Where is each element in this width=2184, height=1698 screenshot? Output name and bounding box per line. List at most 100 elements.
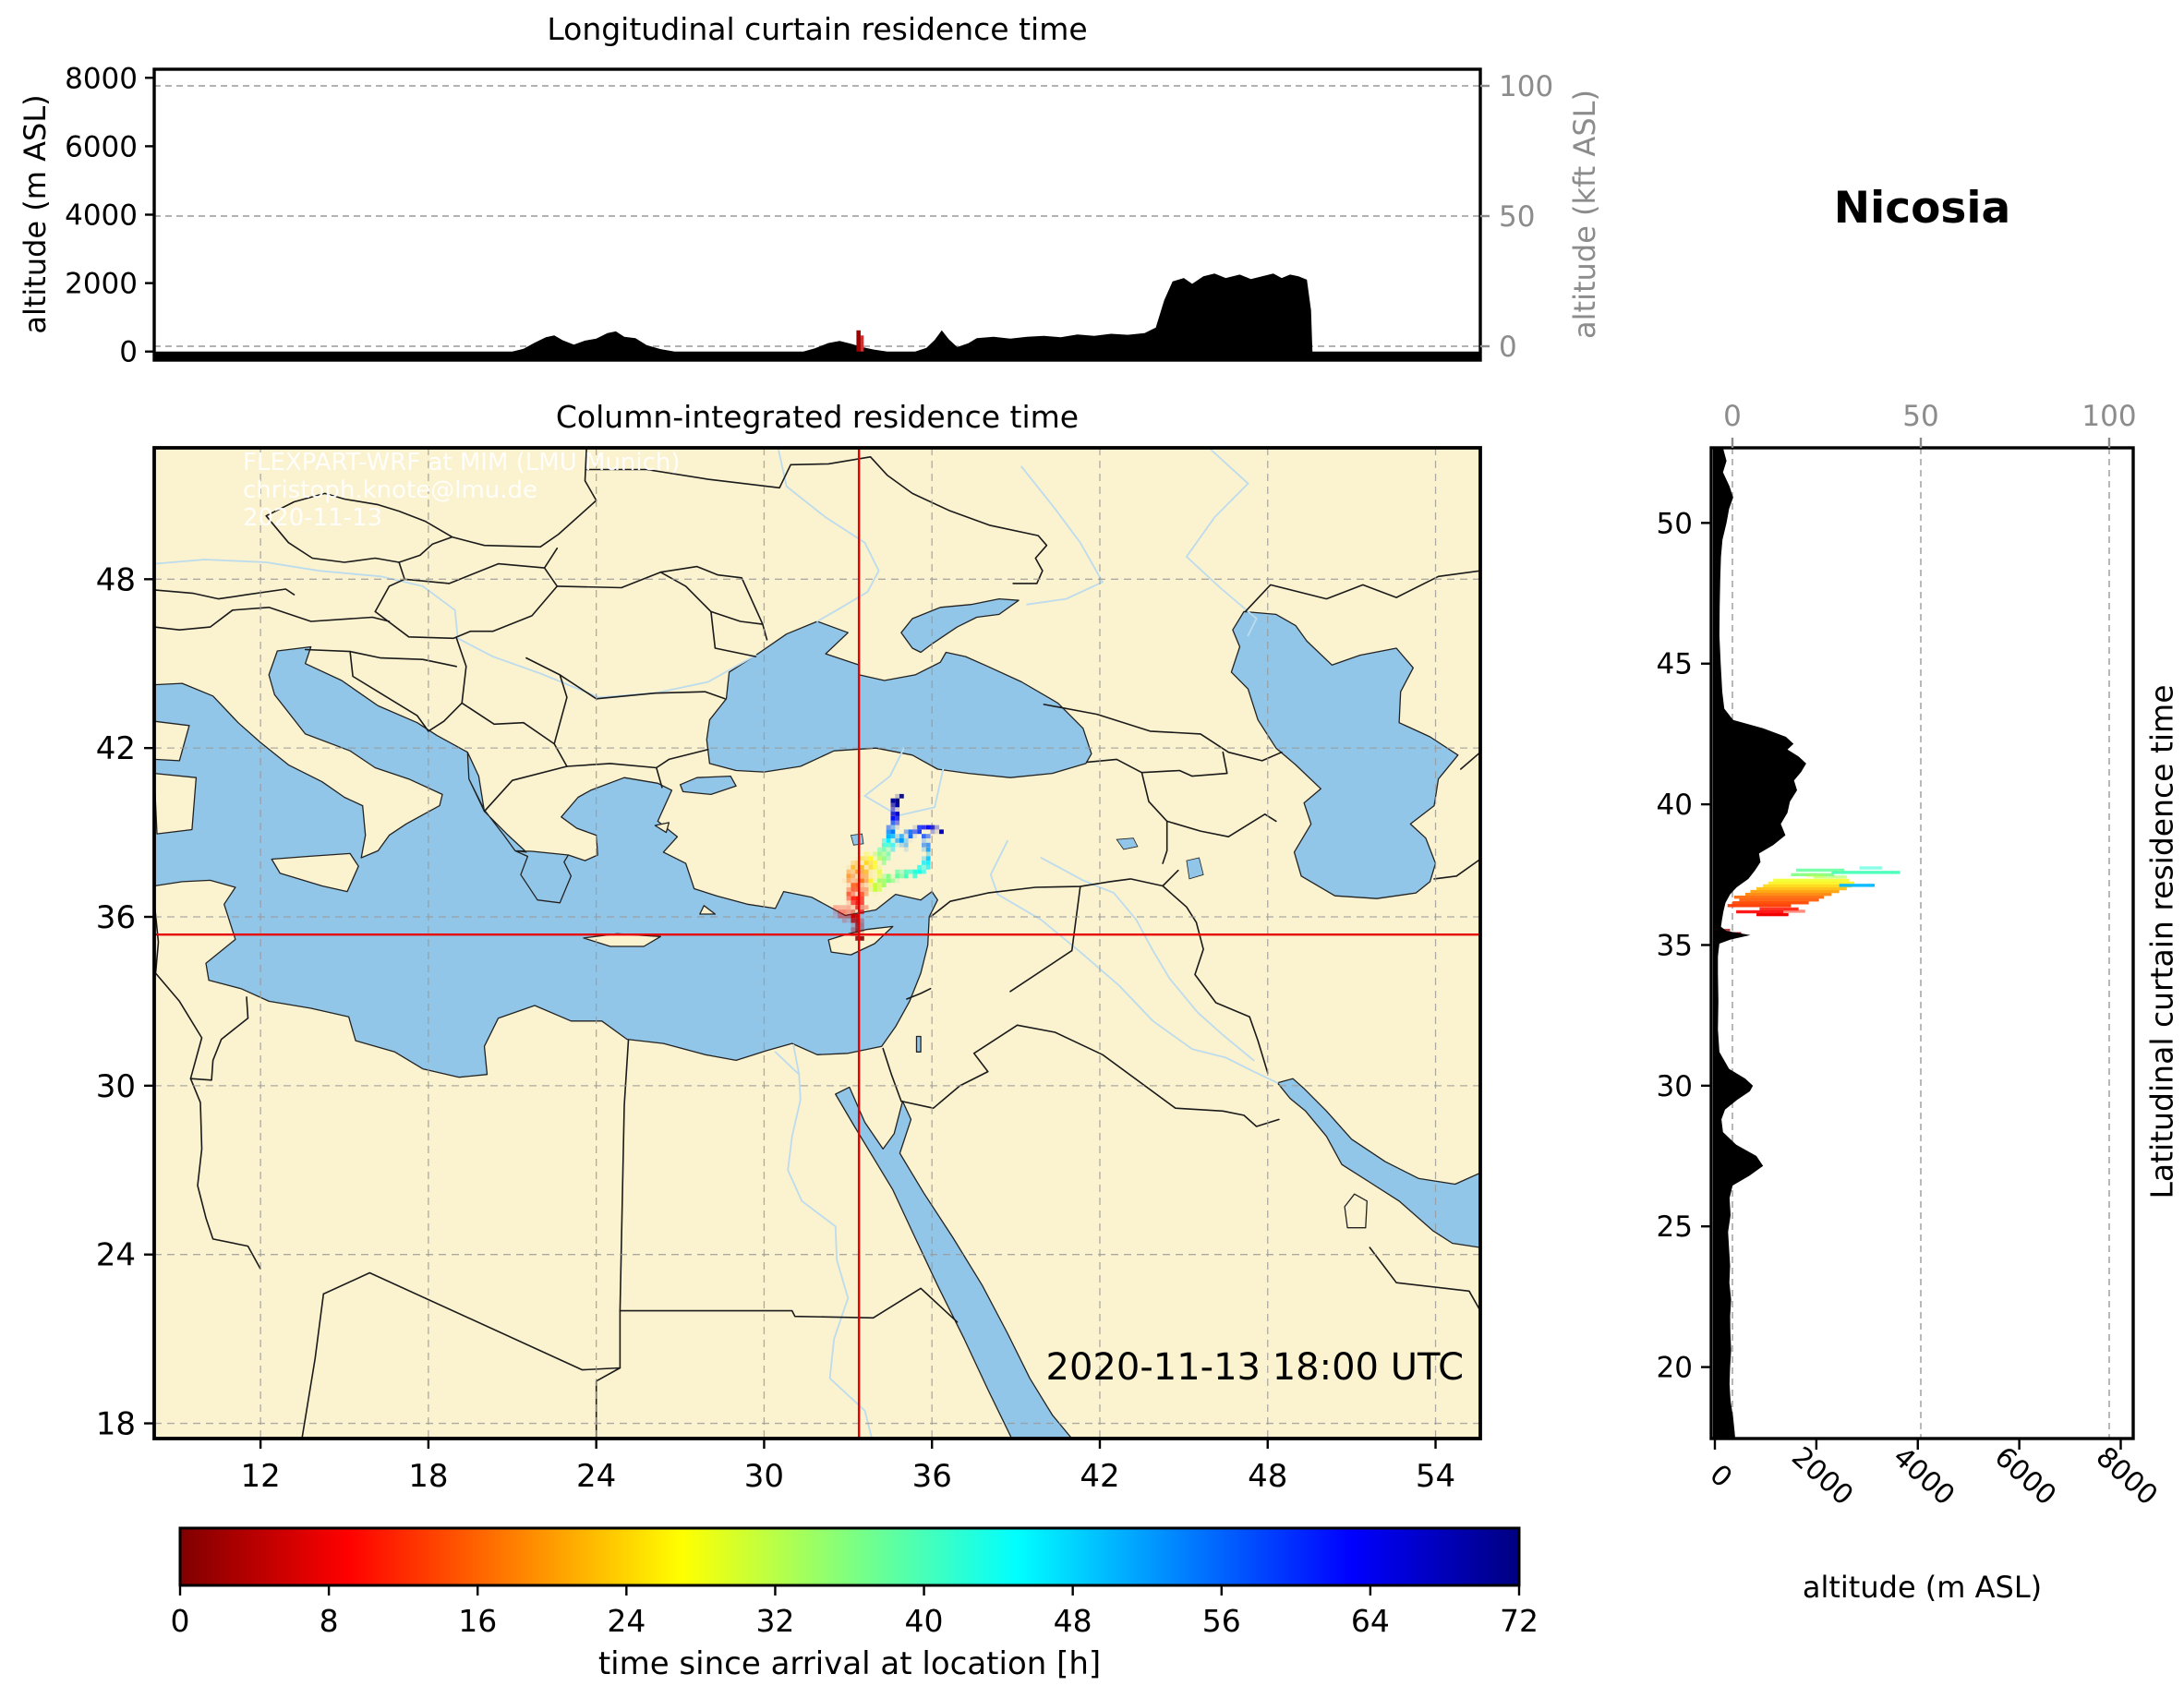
plume-cell [877, 851, 882, 857]
plume-cell [939, 829, 944, 835]
plume-cell [846, 913, 851, 919]
plume-cell [860, 922, 864, 928]
country-border [322, 1271, 621, 1371]
curtain-bar [1768, 881, 1855, 885]
plume-cell [860, 905, 864, 910]
plume-cell [922, 834, 926, 838]
plume-cell [903, 829, 909, 835]
colorbar-tick: 48 [1054, 1603, 1092, 1639]
plume-cell [877, 856, 882, 861]
plume-cell [877, 873, 882, 879]
plume-cell [851, 909, 856, 914]
sea-polygon [1276, 1078, 1480, 1248]
plume-cell [917, 829, 922, 835]
country-border [483, 765, 568, 813]
river-line [1020, 465, 1104, 606]
plume-cell [890, 816, 896, 821]
alt-m-tick-rot: 0 [1704, 1459, 1739, 1495]
plume-cell [851, 864, 856, 870]
lat-curtain-frame [1709, 446, 2135, 1440]
alt-m-tick-rot: 2000 [1785, 1440, 1859, 1511]
curtain-bar [1732, 901, 1809, 905]
colorbar-gradient [180, 1528, 1519, 1585]
colorbar-tick: 24 [607, 1603, 646, 1639]
plume-cell [912, 834, 918, 838]
plume-cell [846, 891, 851, 897]
plume-cell [890, 829, 896, 835]
plume-cell [881, 861, 887, 865]
plume-cell [863, 887, 869, 892]
plume-cell [935, 825, 940, 830]
river-line [1185, 448, 1258, 637]
plume-cell [873, 869, 878, 874]
plume-cell [922, 842, 926, 848]
country-border [1244, 570, 1480, 613]
top-panel-y2label: altitude (kft ASL) [1567, 90, 1602, 339]
alt-kft-tick: 50 [1499, 200, 1535, 234]
plume-cell [868, 864, 874, 870]
country-border [659, 565, 768, 641]
plume-cell [873, 851, 878, 857]
release-marker [860, 335, 864, 352]
map-panel [154, 448, 1480, 1439]
country-border [710, 610, 764, 625]
plume-cell [863, 883, 869, 887]
plume-cell [863, 851, 869, 857]
plume-cell [855, 918, 860, 923]
map-lon-tick: 12 [240, 1458, 280, 1495]
plume-cell [851, 927, 856, 933]
river-line [777, 448, 880, 622]
lat-tick: 30 [1657, 1070, 1693, 1103]
colorbar-tick: 0 [171, 1603, 190, 1639]
station-title: Nicosia [1833, 183, 2011, 234]
island-polygon [154, 772, 198, 835]
plume-cell [912, 825, 918, 830]
plume-cell [925, 834, 931, 838]
plume-cell [851, 887, 856, 892]
plume-cell [886, 834, 891, 838]
country-border [553, 674, 568, 745]
plume-cell [855, 864, 860, 870]
curtain-bar [1736, 909, 1784, 914]
country-border [154, 607, 391, 631]
plume-cell [886, 851, 891, 857]
plume-cell [881, 842, 887, 848]
plume-cell [860, 883, 864, 887]
river-line [787, 1043, 873, 1439]
plume-cell [855, 891, 860, 897]
alt-m-tick: 8000 [65, 62, 138, 95]
country-border [265, 492, 453, 563]
plume-cell [855, 878, 860, 884]
sea-polygon [154, 645, 938, 1078]
curtain-bar [1859, 866, 1883, 870]
plume-cell [903, 873, 909, 879]
plume-cell [868, 861, 874, 865]
colorbar-tick: 72 [1500, 1603, 1538, 1639]
plume-cell [895, 802, 900, 808]
plume-cell [881, 856, 887, 861]
plume-cell [851, 891, 856, 897]
plume-cell [886, 842, 891, 848]
country-border [1165, 813, 1277, 837]
plume-cell [855, 883, 860, 887]
plume-cell [873, 883, 878, 887]
plume-cell [922, 861, 926, 865]
lat-curtain-panel [1713, 448, 2110, 1439]
plume-cell [855, 913, 860, 919]
country-border [301, 1293, 325, 1439]
country-border [349, 650, 429, 732]
plume-cell [912, 829, 918, 835]
plume-cell [877, 861, 882, 865]
plume-cell [851, 873, 856, 879]
plume-cell [890, 873, 896, 879]
plume-cell [899, 838, 904, 843]
map-watermark: FLEXPART-WRF at MIM (LMU Munich) christo… [243, 449, 681, 532]
country-border [900, 1024, 1019, 1109]
plume-cell [925, 851, 931, 857]
plume-cell [855, 905, 860, 910]
plume-cell [886, 829, 891, 835]
plume-cell [895, 793, 900, 799]
plume-cell [925, 847, 931, 852]
plume-cell [890, 820, 896, 825]
